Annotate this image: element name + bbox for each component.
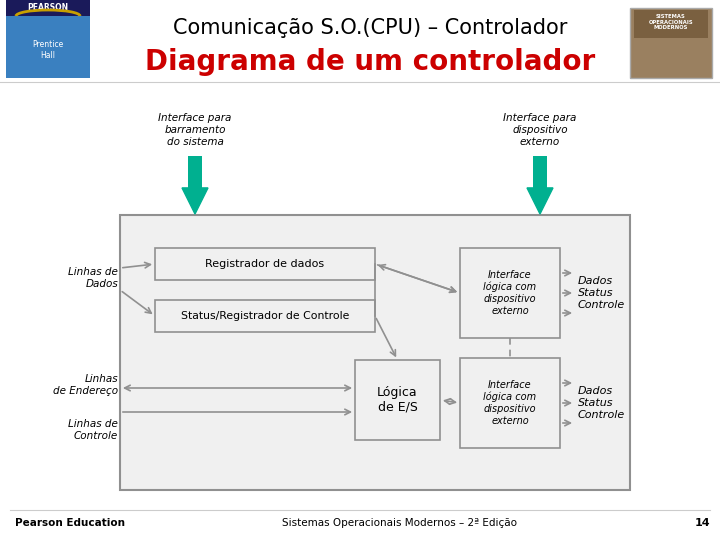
Polygon shape xyxy=(527,188,553,214)
Text: 14: 14 xyxy=(694,518,710,528)
Text: Sistemas Operacionais Modernos – 2ª Edição: Sistemas Operacionais Modernos – 2ª Ediç… xyxy=(282,518,518,528)
FancyBboxPatch shape xyxy=(155,300,375,332)
FancyBboxPatch shape xyxy=(460,358,560,448)
FancyBboxPatch shape xyxy=(355,360,440,440)
Text: Status/Registrador de Controle: Status/Registrador de Controle xyxy=(181,311,349,321)
Text: SISTEMAS
OPERACIONAIS
MODERNOS: SISTEMAS OPERACIONAIS MODERNOS xyxy=(649,14,693,30)
FancyBboxPatch shape xyxy=(6,8,90,78)
FancyBboxPatch shape xyxy=(634,10,708,38)
Polygon shape xyxy=(182,188,208,214)
Text: Pearson Education: Pearson Education xyxy=(15,518,125,528)
Text: Dados
Status
Controle: Dados Status Controle xyxy=(578,276,625,309)
Text: Diagrama de um controlador: Diagrama de um controlador xyxy=(145,48,595,76)
Text: Comunicação S.O.(CPU) – Controlador: Comunicação S.O.(CPU) – Controlador xyxy=(173,18,567,38)
Text: Registrador de dados: Registrador de dados xyxy=(205,259,325,269)
Text: PEARSON: PEARSON xyxy=(27,3,68,12)
Text: Linhas de
Dados: Linhas de Dados xyxy=(68,267,118,289)
Text: Prentice
Hall: Prentice Hall xyxy=(32,40,63,60)
Text: Interface
lógica com
dispositivo
externo: Interface lógica com dispositivo externo xyxy=(483,380,536,426)
Text: Interface para
barramento
do sistema: Interface para barramento do sistema xyxy=(158,113,232,146)
Text: Interface
lógica com
dispositivo
externo: Interface lógica com dispositivo externo xyxy=(483,271,536,316)
Text: Linhas
de Endereço: Linhas de Endereço xyxy=(53,374,118,396)
Text: Lógica
de E/S: Lógica de E/S xyxy=(377,386,418,414)
Text: Interface para
dispositivo
externo: Interface para dispositivo externo xyxy=(503,113,577,146)
Text: Dados
Status
Controle: Dados Status Controle xyxy=(578,387,625,420)
FancyBboxPatch shape xyxy=(155,248,375,280)
FancyBboxPatch shape xyxy=(188,156,202,188)
Text: Linhas de
Controle: Linhas de Controle xyxy=(68,419,118,441)
FancyBboxPatch shape xyxy=(6,0,90,16)
FancyBboxPatch shape xyxy=(460,248,560,338)
FancyBboxPatch shape xyxy=(533,156,547,188)
FancyBboxPatch shape xyxy=(630,8,712,78)
FancyBboxPatch shape xyxy=(120,215,630,490)
